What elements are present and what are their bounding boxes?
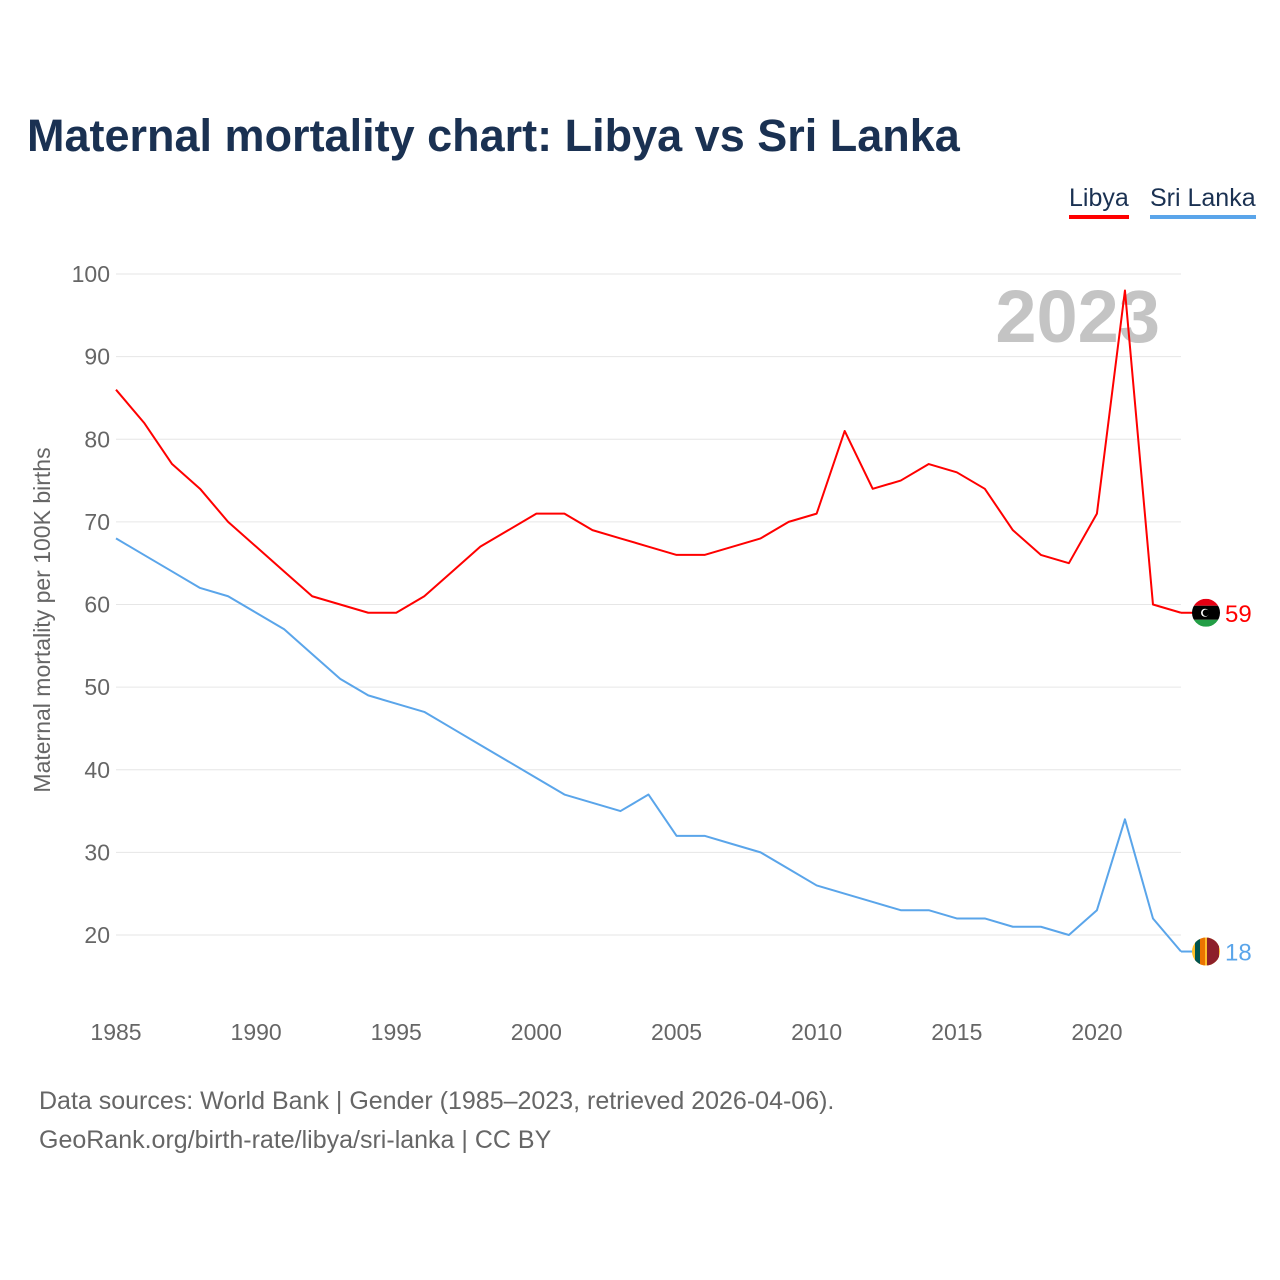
- series-line-sri-lanka: [115, 537, 1182, 953]
- legend-sri-lanka[interactable]: Sri Lanka: [1150, 184, 1256, 219]
- end-value-label: 18: [1225, 940, 1252, 967]
- y-tick-label: 60: [84, 592, 110, 618]
- sri-lanka-flag-icon: [1192, 937, 1220, 966]
- legend-libya[interactable]: Libya: [1069, 184, 1129, 219]
- y-tick-label: 80: [84, 426, 110, 452]
- x-tick-label: 2010: [791, 1019, 842, 1045]
- y-tick-label: 70: [84, 509, 110, 535]
- x-tick-label: 2005: [651, 1019, 702, 1045]
- y-tick-label: 50: [84, 674, 110, 700]
- y-tick-label: 90: [84, 344, 110, 370]
- y-tick-label: 20: [84, 922, 110, 948]
- series-line-libya: [115, 289, 1182, 614]
- footer-link[interactable]: GeoRank.org/birth-rate/libya/sri-lanka |…: [39, 1126, 552, 1154]
- x-tick-label: 1985: [90, 1019, 141, 1045]
- year-watermark: 2023: [995, 275, 1160, 358]
- x-tick-label: 2000: [511, 1019, 562, 1045]
- end-value-label: 59: [1225, 601, 1252, 628]
- y-tick-label: 100: [72, 261, 110, 287]
- libya-flag-icon: [1192, 598, 1220, 627]
- y-tick-label: 30: [84, 839, 110, 865]
- x-tick-label: 1995: [371, 1019, 422, 1045]
- chart-title: Maternal mortality chart: Libya vs Sri L…: [27, 110, 960, 161]
- y-tick-label: 40: [84, 757, 110, 783]
- x-tick-label: 1990: [231, 1019, 282, 1045]
- x-tick-label: 2020: [1071, 1019, 1122, 1045]
- footer-sources: Data sources: World Bank | Gender (1985–…: [39, 1087, 835, 1115]
- x-tick-label: 2015: [931, 1019, 982, 1045]
- y-axis-label: Maternal mortality per 100K births: [29, 447, 55, 792]
